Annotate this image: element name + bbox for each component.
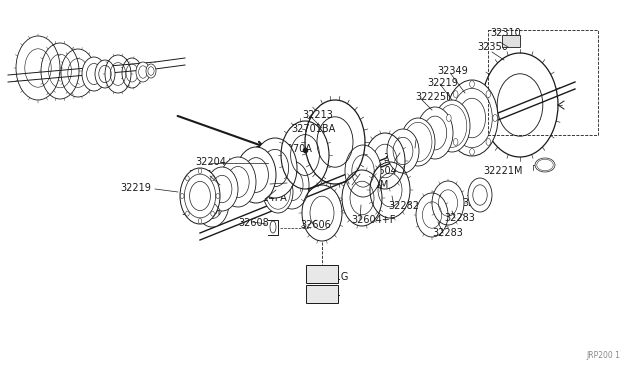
Ellipse shape [198,169,202,174]
Bar [306,265,338,283]
Text: 32281G: 32281G [310,272,348,282]
Text: 32604: 32604 [366,166,397,176]
Text: 32414PA: 32414PA [244,193,287,203]
Ellipse shape [453,138,458,145]
Ellipse shape [136,62,150,82]
Ellipse shape [206,167,238,211]
Text: 32287: 32287 [462,198,493,208]
Ellipse shape [493,115,497,121]
Ellipse shape [345,145,381,197]
Ellipse shape [537,159,553,171]
Ellipse shape [401,118,435,166]
Text: 32350: 32350 [477,42,508,52]
Text: 32213: 32213 [302,110,333,120]
Ellipse shape [195,179,229,227]
Text: 32282: 32282 [388,201,419,211]
Text: 32219: 32219 [427,78,458,88]
Ellipse shape [180,168,220,224]
Ellipse shape [220,157,256,207]
Ellipse shape [453,91,458,97]
Ellipse shape [535,158,555,172]
Text: 32606: 32606 [300,220,331,230]
Text: 32218M: 32218M [188,170,227,180]
Text: JRP200 1: JRP200 1 [586,351,620,360]
Ellipse shape [184,174,216,218]
Text: 32220: 32220 [383,153,414,163]
Ellipse shape [186,176,189,181]
Ellipse shape [446,80,498,156]
Ellipse shape [236,147,276,203]
Text: 32219: 32219 [120,183,151,193]
Text: 32604+F: 32604+F [351,215,396,225]
Ellipse shape [211,176,214,181]
Ellipse shape [447,115,451,121]
Ellipse shape [186,211,189,216]
Ellipse shape [216,193,220,199]
Bar [306,285,338,303]
Text: 322270A: 322270A [268,144,312,154]
Text: 32310: 32310 [490,28,521,38]
Ellipse shape [198,218,202,224]
Ellipse shape [82,57,106,91]
Ellipse shape [417,107,453,159]
Ellipse shape [253,138,297,198]
Ellipse shape [486,91,491,97]
Ellipse shape [404,122,432,162]
Text: 32615M: 32615M [349,180,388,190]
Text: 32225M: 32225M [415,92,454,102]
Ellipse shape [180,193,184,199]
Ellipse shape [275,161,309,209]
Text: 32204+A: 32204+A [195,157,241,167]
Text: 32349: 32349 [437,66,468,76]
Ellipse shape [211,211,214,216]
Bar [502,35,520,47]
Ellipse shape [434,100,470,152]
Text: 32221M: 32221M [483,166,522,176]
Text: 32281: 32281 [310,288,341,298]
Text: 32608: 32608 [238,218,269,228]
Ellipse shape [486,138,491,145]
Ellipse shape [437,105,467,147]
Text: 32224M: 32224M [181,207,221,217]
Ellipse shape [470,148,474,155]
Text: 32412: 32412 [262,178,293,188]
Ellipse shape [452,89,492,148]
Ellipse shape [146,64,156,78]
Ellipse shape [387,129,419,173]
Ellipse shape [95,60,115,88]
Ellipse shape [470,81,474,87]
Text: 32283: 32283 [444,213,475,223]
Text: 32283: 32283 [432,228,463,238]
Text: 32701BA: 32701BA [291,124,335,134]
Ellipse shape [266,175,291,209]
Ellipse shape [263,171,293,213]
Ellipse shape [468,178,492,212]
Text: 32219+A: 32219+A [398,138,444,148]
